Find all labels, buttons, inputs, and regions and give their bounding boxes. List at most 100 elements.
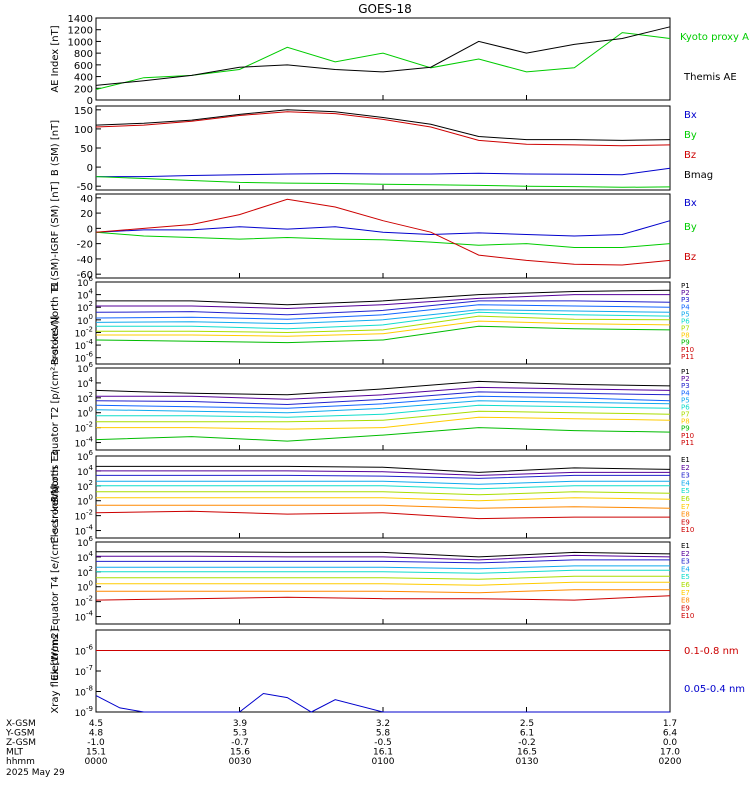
footer-value: -0.7	[231, 738, 249, 748]
y-tick-exponent: -2	[86, 509, 93, 517]
footer-row-label: Y-GSM	[5, 729, 34, 739]
y-tick-exponent: 4	[89, 464, 94, 472]
legend-label: E10	[681, 612, 694, 620]
footer-value: 6.1	[520, 729, 534, 739]
y-tick-label: 100	[77, 406, 93, 420]
footer-row-label: Z-GSM	[6, 738, 36, 748]
legend-label: By	[684, 130, 697, 141]
footer-value: 3.9	[233, 719, 248, 729]
footer-value: 16.5	[517, 748, 537, 758]
legend-label: P8	[681, 418, 690, 426]
y-tick-label: 106	[77, 449, 93, 463]
y-tick-label: 1400	[68, 14, 93, 25]
footer-value: 15.1	[86, 748, 106, 758]
y-tick-label: 104	[77, 376, 93, 390]
footer-value: -0.5	[374, 738, 392, 748]
series-line-p1	[95, 380, 671, 396]
series-line-p5	[95, 309, 671, 325]
series-line-p4	[95, 395, 671, 409]
panel-legend: Kyoto proxy AE Themis AE	[680, 32, 750, 83]
series-line-p5	[95, 400, 671, 414]
legend-label: E3	[681, 558, 690, 566]
footer-value: 17.0	[660, 748, 680, 758]
y-tick-label: -40	[77, 255, 93, 266]
series-line-p6	[96, 404, 671, 418]
series-line-p1	[96, 289, 671, 306]
y-axis-label: Protons North T1	[50, 281, 61, 365]
legend-label: P1	[681, 282, 690, 290]
legend-label: By	[684, 222, 697, 233]
legend-label: E2	[681, 464, 690, 472]
y-tick-exponent: 6	[89, 449, 94, 457]
footer-value: -1.0	[87, 738, 105, 748]
y-tick-exponent: -4	[86, 610, 94, 618]
footer-row-label: X-GSM	[6, 719, 36, 729]
legend-label: P5	[681, 396, 690, 404]
series-line-bz	[95, 111, 671, 147]
y-tick-label: 0	[87, 96, 93, 107]
y-tick-exponent: 0	[89, 313, 93, 321]
series-line-p6	[96, 311, 671, 330]
legend-label: E10	[681, 526, 694, 534]
y-tick-exponent: -2	[86, 325, 93, 333]
y-tick-exponent: 6	[89, 535, 94, 543]
y-tick-label: 0	[87, 163, 93, 174]
panel-frame	[95, 541, 671, 625]
y-tick-exponent: 6	[89, 361, 94, 369]
legend-label: P3	[681, 382, 690, 390]
y-axis-label: AE Index [nT]	[50, 25, 61, 92]
legend-label: E6	[681, 495, 690, 503]
legend-label: 0.1-0.8 nm	[684, 646, 739, 657]
y-tick-label: 10-9	[75, 705, 93, 719]
legend-label: P11	[681, 439, 694, 447]
series-line-p8	[96, 416, 671, 430]
y-tick-label: 100	[77, 580, 93, 594]
series-line-e8	[96, 589, 670, 594]
legend-label: Bz	[684, 252, 696, 263]
series-line-e9	[95, 510, 670, 520]
series-line-e6	[96, 491, 671, 496]
legend-label: 0.05-0.4 nm	[684, 684, 745, 695]
footer-value: 3.2	[376, 719, 390, 729]
legend-label: P7	[681, 325, 690, 333]
footer-value: 0100	[372, 757, 395, 767]
footer-value: 16.1	[373, 748, 393, 758]
series-line-p4	[95, 304, 671, 320]
legend-label: P4	[681, 389, 690, 397]
legend-label: E9	[681, 518, 690, 526]
legend-label: E5	[681, 487, 690, 495]
y-tick-label: 10-7	[75, 664, 93, 678]
legend-label: P9	[681, 339, 690, 347]
y-tick-exponent: 0	[89, 580, 93, 588]
legend-label: P7	[681, 411, 690, 419]
legend-label: E3	[681, 472, 690, 480]
y-tick-label: 600	[74, 61, 93, 72]
y-tick-label: -60	[77, 270, 93, 281]
legend-label: Kyoto proxy AE	[680, 32, 750, 43]
series-line-p7	[96, 315, 671, 334]
y-tick-label: 800	[74, 49, 93, 60]
footer-value: 2.5	[520, 719, 534, 729]
series-line-p7	[96, 410, 671, 423]
series-line-0-05-0-4-nm	[95, 692, 670, 713]
y-tick-label: 50	[80, 144, 93, 155]
y-tick-label: 10-6	[75, 644, 94, 658]
y-tick-exponent: -6	[86, 351, 94, 359]
legend-label: P10	[681, 346, 694, 354]
legend-label: E6	[681, 581, 690, 589]
legend-label: P2	[681, 375, 690, 383]
y-tick-label: 20	[80, 209, 93, 220]
y-tick-label: 0	[87, 224, 93, 235]
footer-value: 0030	[229, 757, 252, 767]
series-line-e8	[96, 504, 671, 509]
y-tick-label: 10-8	[75, 685, 93, 699]
series-line-bx	[96, 167, 671, 178]
legend-label: E8	[681, 511, 690, 519]
